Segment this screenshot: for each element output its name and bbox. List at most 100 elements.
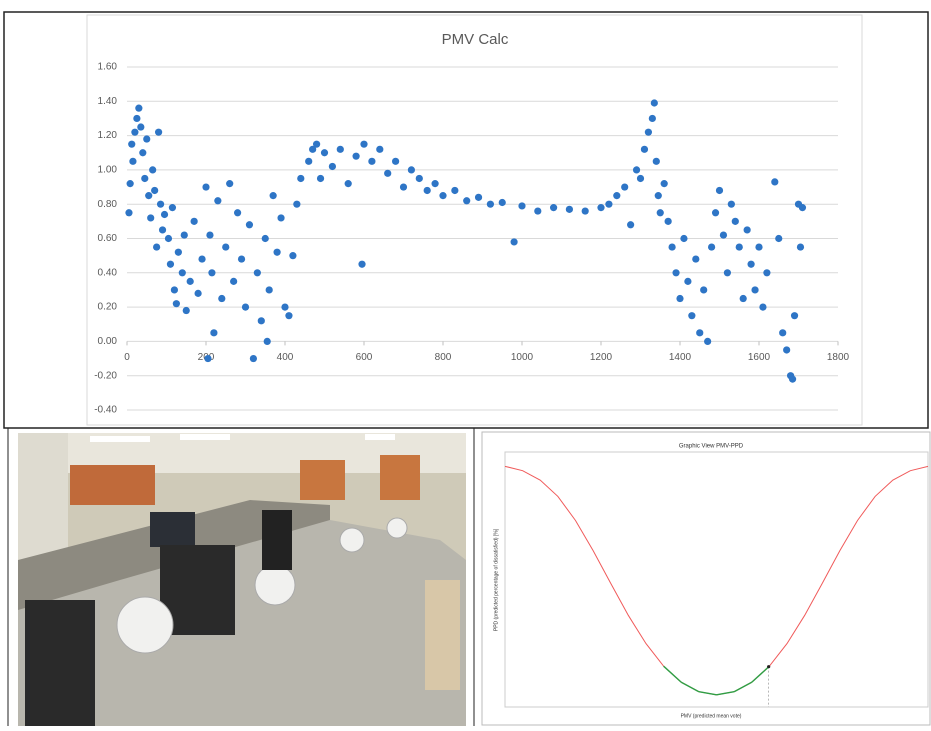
data-point [368,158,375,165]
data-point [641,146,648,153]
data-point [499,199,506,206]
data-point [696,329,703,336]
data-point [791,312,798,319]
photo-fan [255,565,295,605]
data-point [250,355,257,362]
data-point [597,204,604,211]
data-point [763,269,770,276]
data-point [655,192,662,199]
data-point [740,295,747,302]
current-point [767,665,770,668]
data-point [159,226,166,233]
data-point [688,312,695,319]
data-point [376,146,383,153]
data-point [238,255,245,262]
y-tick-label: 1.00 [98,165,118,176]
photo-fan [387,518,407,538]
x-tick-label: 1000 [511,352,534,363]
data-point [797,243,804,250]
data-point [129,158,136,165]
data-point [345,180,352,187]
data-point [147,214,154,221]
data-point [400,183,407,190]
data-point [125,209,132,216]
data-point [627,221,634,228]
data-point [133,115,140,122]
data-point [234,209,241,216]
data-point [676,295,683,302]
data-point [202,183,209,190]
data-point [246,221,253,228]
x-tick-label: 800 [435,352,452,363]
data-point [254,269,261,276]
photo-monitor [150,512,195,547]
data-point [487,201,494,208]
data-point [264,338,271,345]
data-point [226,180,233,187]
data-point [183,307,190,314]
data-point [195,290,202,297]
data-point [712,209,719,216]
data-point [210,329,217,336]
data-point [621,183,628,190]
x-tick-label: 600 [356,352,373,363]
x-tick-label: 1400 [669,352,692,363]
y-tick-label: 0.80 [98,199,118,210]
data-point [463,197,470,204]
chart-area [87,15,862,425]
photo-blind [300,460,345,500]
data-point [783,346,790,353]
data-point [669,243,676,250]
data-point [222,243,229,250]
data-point [206,231,213,238]
data-point [732,218,739,225]
chart-title: PMV Calc [442,31,509,48]
y-tick-label: 0.40 [98,267,118,278]
data-point [313,141,320,148]
photo-fan [340,528,364,552]
data-point [475,194,482,201]
data-point [751,286,758,293]
data-point [277,214,284,221]
data-point [645,129,652,136]
ppd-x-label: PMV (predicted mean vote) [681,713,742,719]
data-point [775,235,782,242]
data-point [799,204,806,211]
data-point [157,201,164,208]
data-point [353,153,360,160]
data-point [181,231,188,238]
data-point [173,300,180,307]
data-point [755,243,762,250]
data-point [759,304,766,311]
y-tick-label: 0.60 [98,233,118,244]
photo-fan [117,597,173,653]
data-point [305,158,312,165]
data-point [208,269,215,276]
data-point [297,175,304,182]
data-point [704,338,711,345]
data-point [198,255,205,262]
ppd-title: Graphic View PMV-PPD [679,444,744,450]
data-point [127,180,134,187]
x-tick-label: 0 [124,352,130,363]
y-tick-label: 1.20 [98,130,118,141]
ppd-plot-area [505,452,928,707]
ppd-y-label: PPD (predicted percentage of dissatisfie… [493,528,499,631]
data-point [384,170,391,177]
y-tick-label: 1.60 [98,62,118,73]
data-point [285,312,292,319]
y-tick-label: 0.20 [98,302,118,313]
data-point [550,204,557,211]
data-point [700,286,707,293]
y-tick-label: -0.40 [94,405,117,416]
y-tick-label: 0.00 [98,336,118,347]
data-point [204,355,211,362]
data-point [218,295,225,302]
y-tick-label: 1.40 [98,96,118,107]
data-point [684,278,691,285]
data-point [424,187,431,194]
photo-chair [25,600,95,726]
data-point [165,235,172,242]
data-point [187,278,194,285]
photo-blind [380,455,420,500]
